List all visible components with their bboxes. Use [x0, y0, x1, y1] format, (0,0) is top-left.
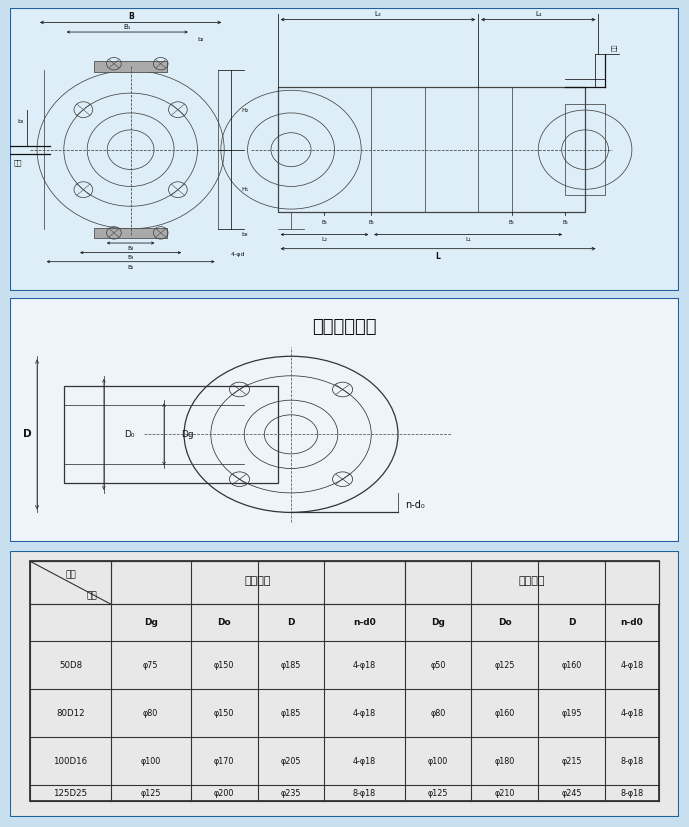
Text: 出水: 出水: [612, 43, 617, 50]
Text: B₂: B₂: [127, 265, 134, 270]
Text: L₂: L₂: [322, 237, 327, 242]
Text: φ205: φ205: [281, 757, 301, 766]
Text: 4-φd: 4-φd: [231, 252, 245, 257]
Text: n-d₀: n-d₀: [404, 500, 424, 510]
Text: φ125: φ125: [141, 789, 161, 797]
Bar: [94, 61, 167, 72]
Text: 吸入吐出法兰: 吸入吐出法兰: [312, 318, 377, 336]
Text: L₁: L₁: [465, 237, 471, 242]
Bar: [64, 385, 278, 483]
Text: B₁: B₁: [123, 24, 131, 31]
Text: φ160: φ160: [495, 709, 515, 718]
Text: φ185: φ185: [281, 661, 301, 670]
Text: D: D: [23, 429, 32, 439]
Text: 尺寸: 尺寸: [86, 591, 97, 600]
Bar: [404, 562, 659, 604]
Text: 80D12: 80D12: [56, 709, 85, 718]
Text: b₂: b₂: [198, 37, 204, 42]
Bar: [278, 88, 585, 212]
Text: 4-φ18: 4-φ18: [620, 709, 644, 718]
Text: φ160: φ160: [562, 661, 582, 670]
Text: b₃: b₃: [241, 232, 247, 237]
Text: 100D16: 100D16: [54, 757, 88, 766]
Text: φ150: φ150: [214, 661, 234, 670]
Text: φ215: φ215: [562, 757, 582, 766]
Text: L₃: L₃: [375, 11, 381, 17]
Text: φ245: φ245: [562, 789, 582, 797]
Text: 4-φ18: 4-φ18: [353, 757, 376, 766]
Text: Dg: Dg: [181, 430, 194, 439]
Text: φ180: φ180: [495, 757, 515, 766]
Text: φ235: φ235: [281, 789, 301, 797]
Text: B₆: B₆: [562, 220, 568, 226]
Bar: [110, 562, 404, 604]
Text: 吸入法兰: 吸入法兰: [245, 576, 271, 586]
Text: Do: Do: [218, 618, 231, 627]
Text: φ170: φ170: [214, 757, 234, 766]
Bar: [565, 104, 605, 195]
Text: φ195: φ195: [562, 709, 582, 718]
Text: L: L: [435, 251, 440, 261]
Text: B₄: B₄: [127, 246, 134, 251]
Text: B: B: [127, 12, 134, 21]
Text: φ125: φ125: [428, 789, 449, 797]
Bar: [94, 227, 167, 238]
Text: 8-φ18: 8-φ18: [620, 757, 644, 766]
Text: φ100: φ100: [141, 757, 161, 766]
Text: B₅: B₅: [369, 220, 374, 226]
Text: 50D8: 50D8: [59, 661, 82, 670]
Text: φ210: φ210: [495, 789, 515, 797]
Text: φ80: φ80: [143, 709, 158, 718]
Text: D₀: D₀: [124, 430, 134, 439]
Text: φ125: φ125: [495, 661, 515, 670]
Text: H₁: H₁: [241, 187, 248, 192]
Text: 4-φ18: 4-φ18: [620, 661, 644, 670]
Text: 125D25: 125D25: [54, 789, 88, 797]
Text: H₂: H₂: [241, 108, 248, 112]
Text: φ100: φ100: [428, 757, 448, 766]
Text: L₄: L₄: [535, 11, 542, 17]
Text: 4-φ18: 4-φ18: [353, 709, 376, 718]
Text: 吐出法兰: 吐出法兰: [518, 576, 545, 586]
Text: D: D: [287, 618, 295, 627]
Text: 4-φ18: 4-φ18: [353, 661, 376, 670]
Text: B₅: B₅: [508, 220, 515, 226]
Text: 型号: 型号: [65, 571, 76, 579]
Text: Dg: Dg: [431, 618, 445, 627]
Text: 进水: 进水: [14, 160, 22, 166]
Text: φ50: φ50: [431, 661, 446, 670]
Text: n-d0: n-d0: [621, 618, 644, 627]
Text: φ80: φ80: [431, 709, 446, 718]
Text: B₆: B₆: [322, 220, 327, 226]
Text: φ200: φ200: [214, 789, 234, 797]
Text: 8-φ18: 8-φ18: [620, 789, 644, 797]
Text: φ185: φ185: [281, 709, 301, 718]
Text: φ75: φ75: [143, 661, 158, 670]
Text: φ150: φ150: [214, 709, 234, 718]
Text: D: D: [568, 618, 575, 627]
Text: n-d0: n-d0: [353, 618, 376, 627]
Text: Do: Do: [498, 618, 512, 627]
Text: 8-φ18: 8-φ18: [353, 789, 376, 797]
Text: b₁: b₁: [17, 119, 23, 124]
Text: Dg: Dg: [144, 618, 158, 627]
Text: B₃: B₃: [127, 256, 134, 261]
